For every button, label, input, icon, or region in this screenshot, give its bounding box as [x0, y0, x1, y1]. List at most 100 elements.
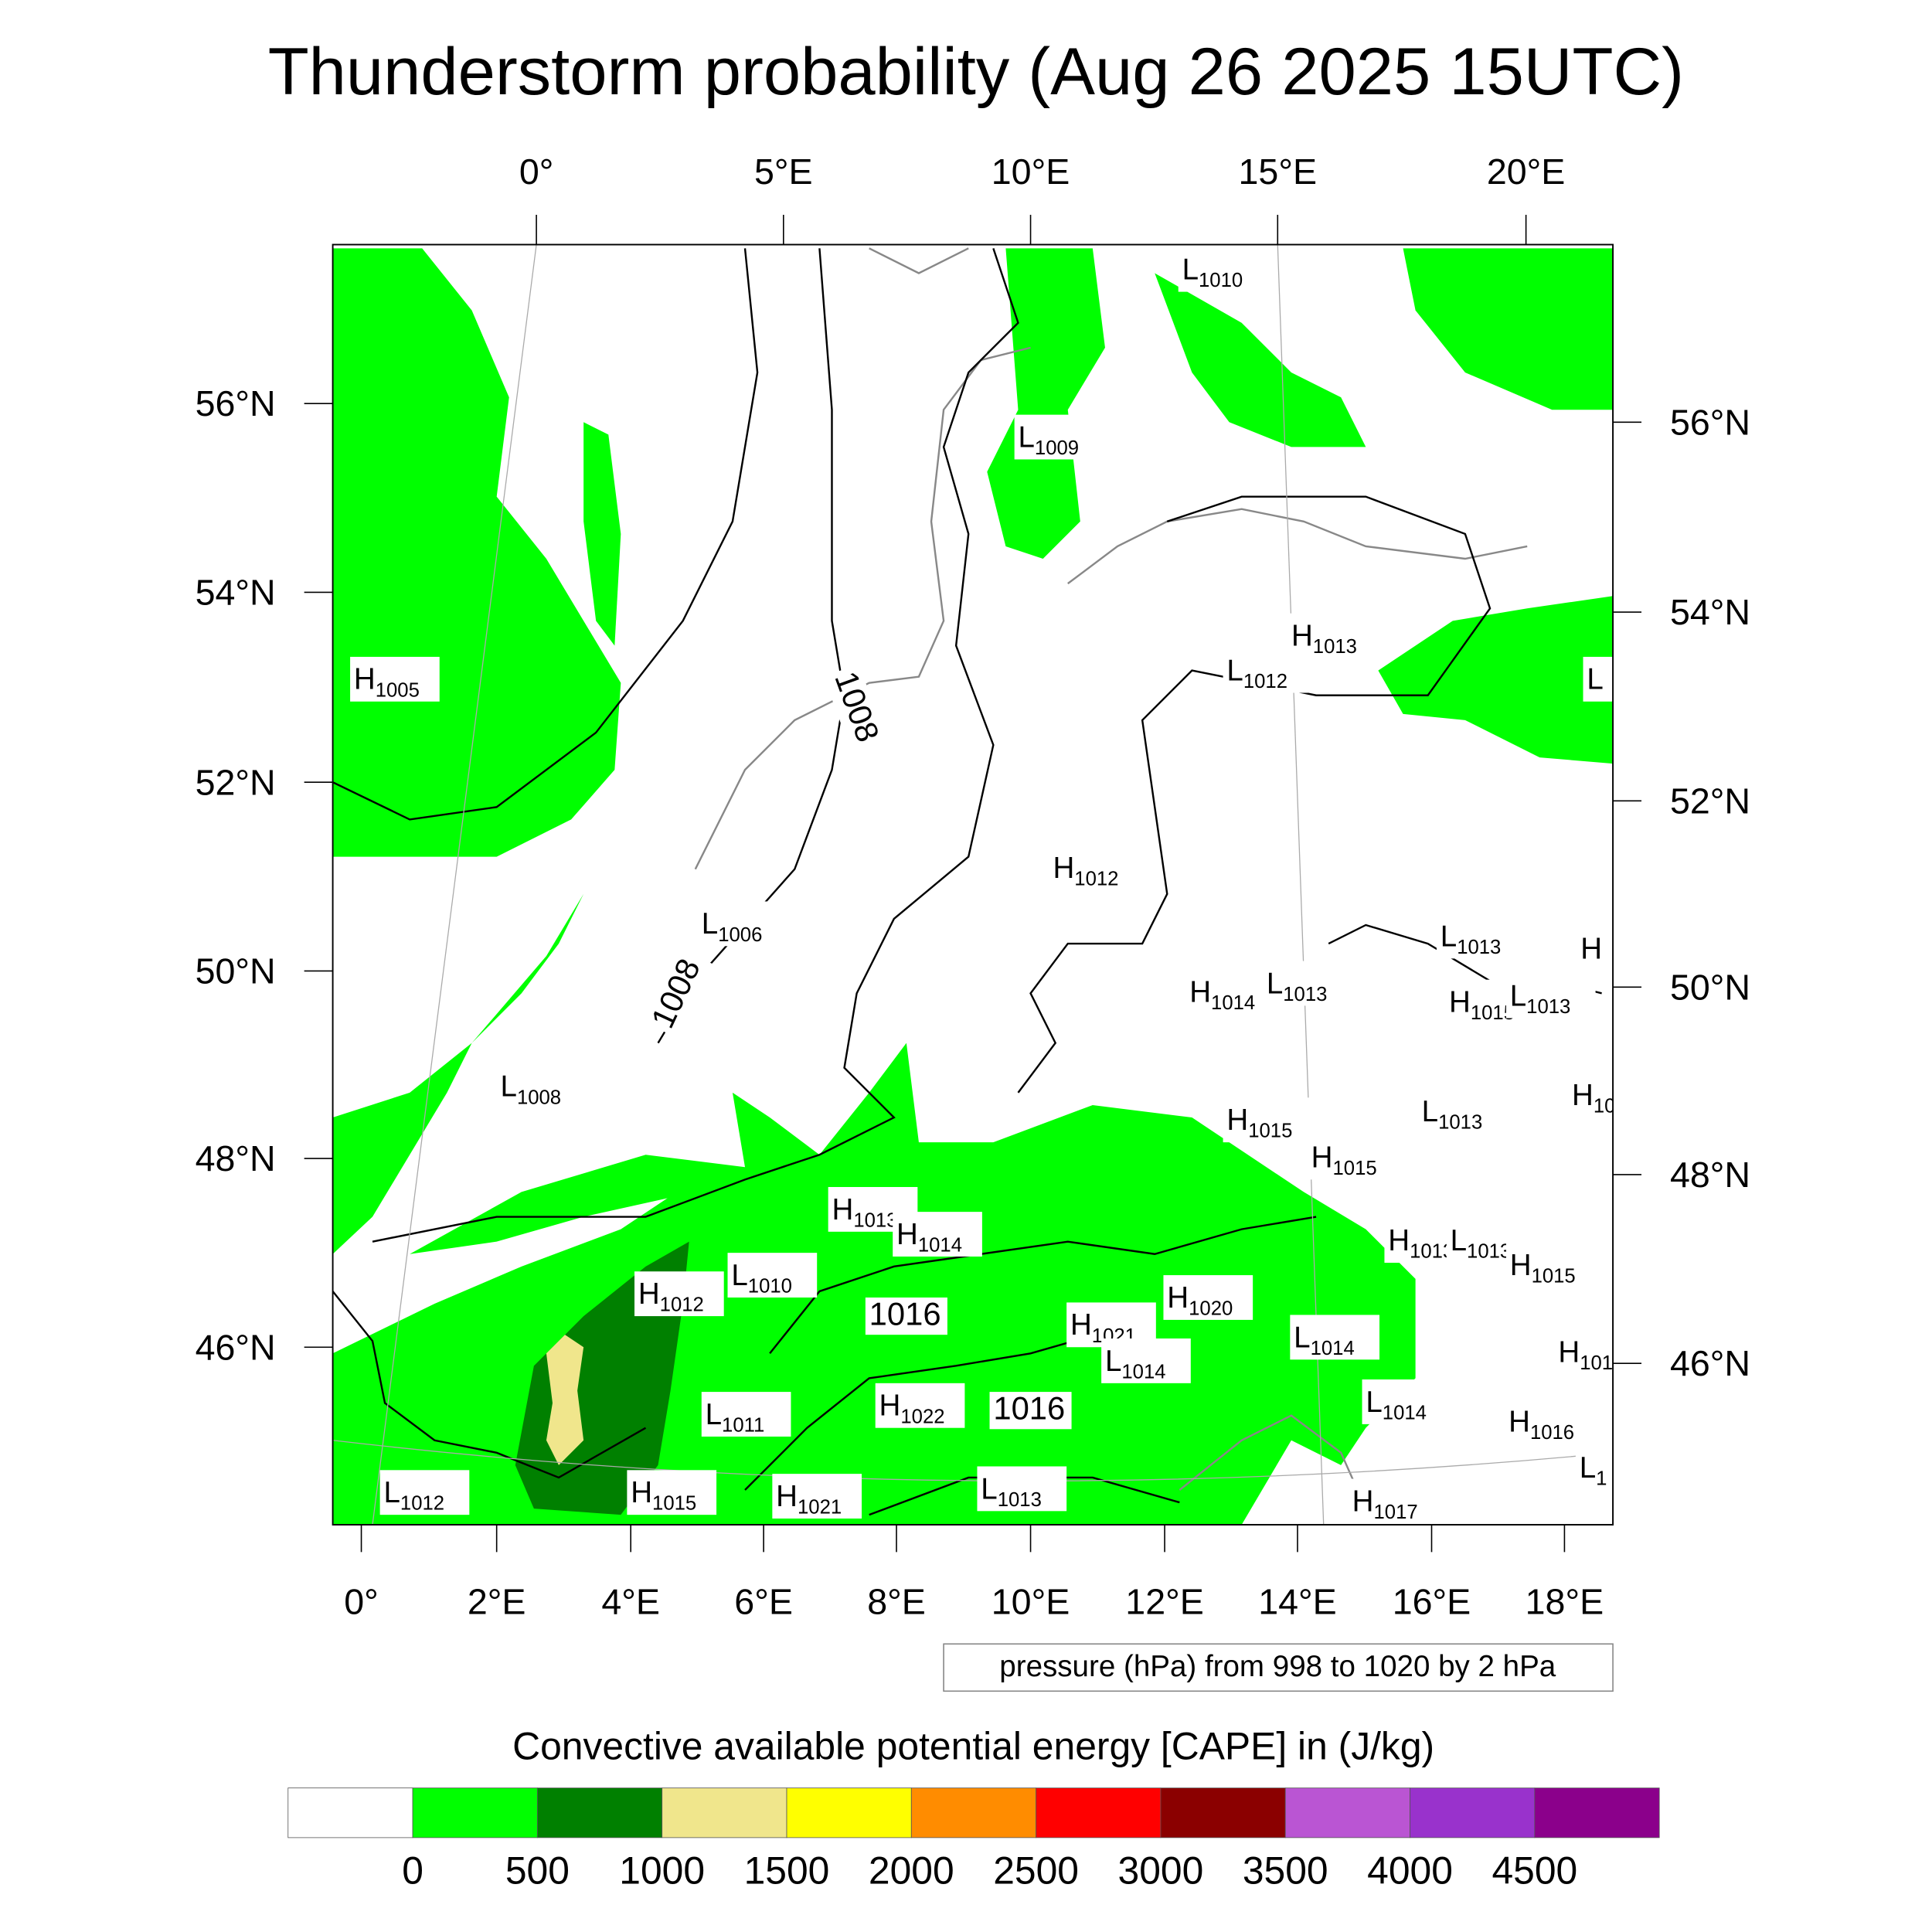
- pressure-center-label: H1016: [1505, 1399, 1594, 1444]
- left-lat-tick-label: 54°N: [196, 572, 276, 612]
- colorbar-swatch: [1160, 1787, 1286, 1838]
- bottom-lon-tick-label: 10°E: [992, 1582, 1070, 1622]
- svg-text:L1010: L1010: [1182, 253, 1243, 292]
- svg-text:H: H: [1580, 932, 1602, 965]
- bottom-lon-tick-label: 12°E: [1125, 1582, 1204, 1622]
- top-lon-tick-label: 0°: [519, 151, 554, 192]
- contour-info-text: pressure (hPa) from 998 to 1020 by 2 hPa: [999, 1650, 1556, 1683]
- colorbar-swatch: [910, 1787, 1037, 1838]
- bottom-lon-tick-label: 14°E: [1258, 1582, 1337, 1622]
- pressure-center-label: L1010: [1178, 247, 1268, 292]
- contour-label: 1016: [989, 1389, 1072, 1430]
- pressure-center-label: L1: [1575, 1445, 1614, 1491]
- pressure-center-label: H1014: [1185, 969, 1276, 1015]
- map-frame: [332, 243, 1614, 1526]
- cape-fill: [332, 248, 1614, 1526]
- svg-text:1016: 1016: [869, 1295, 941, 1332]
- pressure-center-label: H1015: [1307, 1134, 1397, 1180]
- colorbar: 0 500 1000 1500 2000 2500 3000 3500 4000 4500: [287, 1787, 1660, 1892]
- svg-text:H1015: H1015: [1510, 1249, 1576, 1287]
- colorbar-tick-label: 4000: [1367, 1849, 1453, 1892]
- pressure-center-label: H1020: [1163, 1275, 1253, 1320]
- pressure-center-label: H1021: [772, 1474, 862, 1519]
- right-lat-tick-label: 46°N: [1670, 1343, 1750, 1383]
- colorbar-tick-label: 1000: [619, 1849, 705, 1892]
- pressure-center-label: L1012: [1223, 648, 1313, 693]
- svg-text:H10: H10: [1572, 1079, 1615, 1117]
- colorbar-swatch: [536, 1787, 663, 1838]
- isobars: [332, 247, 1602, 1516]
- chart-title: Thunderstorm probability (Aug 26 2025 15…: [268, 34, 1684, 109]
- pressure-center-label: H1005: [350, 656, 440, 702]
- pressure-center-label: H1014: [893, 1212, 982, 1257]
- bottom-lon-tick-label: 16°E: [1393, 1582, 1471, 1622]
- colorbar-title: Convective available potential energy [C…: [512, 1725, 1434, 1768]
- right-lat-tick-label: 50°N: [1670, 967, 1750, 1007]
- pressure-center-label: L1014: [1101, 1338, 1191, 1383]
- pressure-center-label: H1012: [1049, 845, 1139, 890]
- cape-1500-region: [546, 1335, 584, 1465]
- colorbar-swatch: [1284, 1787, 1410, 1838]
- pressure-center-label: L1011: [701, 1392, 791, 1437]
- colorbar-tick-label: 3500: [1243, 1849, 1328, 1892]
- colorbar-swatch: [662, 1787, 787, 1838]
- colorbar-swatch: [412, 1787, 538, 1838]
- top-lon-tick-label: 5°E: [754, 151, 813, 192]
- colorbar-tick-label: 2000: [869, 1849, 954, 1892]
- top-lon-tick-label: 15°E: [1239, 151, 1318, 192]
- top-lon-tick-label: 10°E: [992, 151, 1070, 192]
- svg-text:L: L: [1587, 663, 1603, 696]
- colorbar-swatch: [1410, 1787, 1536, 1838]
- bottom-lon-tick-label: 18°E: [1526, 1582, 1604, 1622]
- colorbar-swatch: [786, 1787, 912, 1838]
- colorbar-swatch: [287, 1787, 413, 1838]
- left-lat-tick-label: 48°N: [196, 1138, 276, 1179]
- pressure-center-label: L1010: [727, 1253, 818, 1298]
- bottom-lon-tick-label: 2°E: [468, 1582, 526, 1622]
- pressure-center-label: L1013: [1262, 961, 1352, 1006]
- svg-text:1016: 1016: [993, 1389, 1065, 1426]
- colorbar-tick-label: 0: [402, 1849, 423, 1892]
- pressure-center-label: L: [1583, 656, 1614, 702]
- pressure-center-label: H10: [1568, 1073, 1615, 1118]
- colorbar-tick-label: 4500: [1492, 1849, 1577, 1892]
- pressure-center-label: L1013: [1417, 1089, 1508, 1134]
- pressure-center-label: L1006: [697, 901, 787, 947]
- pressure-center-label: H1015: [1223, 1097, 1313, 1143]
- colorbar-tick-label: 2500: [993, 1849, 1079, 1892]
- pressure-center-label: L1013: [977, 1466, 1067, 1512]
- bottom-lon-tick-label: 6°E: [734, 1582, 793, 1622]
- pressure-center-label: H1015: [627, 1470, 717, 1515]
- colorbar-swatch: [1036, 1787, 1162, 1838]
- left-lat-tick-label: 56°N: [196, 383, 276, 423]
- contour-label: 1016: [865, 1295, 947, 1335]
- pressure-center-label: H1017: [1348, 1478, 1438, 1524]
- colorbar-tick-label: 3000: [1118, 1849, 1204, 1892]
- pressure-center-label: L1014: [1362, 1379, 1452, 1424]
- pressure-center-label: H1013: [828, 1186, 918, 1232]
- left-lat-tick-label: 46°N: [196, 1327, 276, 1367]
- left-lat-tick-label: 52°N: [196, 762, 276, 802]
- colorbar-swatch: [1534, 1787, 1660, 1838]
- pressure-center-label: L1009: [1014, 414, 1104, 460]
- pressure-center-label: H1022: [875, 1383, 965, 1428]
- coastlines: [694, 247, 1528, 1509]
- left-lat-tick-label: 50°N: [196, 951, 276, 991]
- map-area: H1005 L1010 L1009 H1013 L1012 L H1012 L1006 L101…: [332, 244, 1615, 1526]
- pressure-center-label: H1015: [1505, 1243, 1596, 1288]
- colorbar-tick-label: 1500: [744, 1849, 830, 1892]
- right-lat-tick-label: 56°N: [1670, 402, 1750, 442]
- bottom-lon-tick-label: 8°E: [867, 1582, 926, 1622]
- pressure-center-label: L1012: [379, 1470, 470, 1515]
- right-lat-tick-label: 54°N: [1670, 592, 1750, 632]
- top-lon-tick-label: 20°E: [1487, 151, 1566, 192]
- graticule: [332, 244, 1614, 1526]
- colorbar-tick-label: 500: [505, 1849, 570, 1892]
- svg-text:H1014: H1014: [1189, 976, 1255, 1015]
- right-lat-tick-label: 48°N: [1670, 1155, 1750, 1195]
- pressure-center-label: L1014: [1290, 1315, 1380, 1360]
- pressure-center-label: H: [1577, 926, 1612, 971]
- contour-info-box: pressure (hPa) from 998 to 1020 by 2 hPa: [943, 1643, 1614, 1692]
- pressure-center-label: L1013: [1436, 913, 1526, 959]
